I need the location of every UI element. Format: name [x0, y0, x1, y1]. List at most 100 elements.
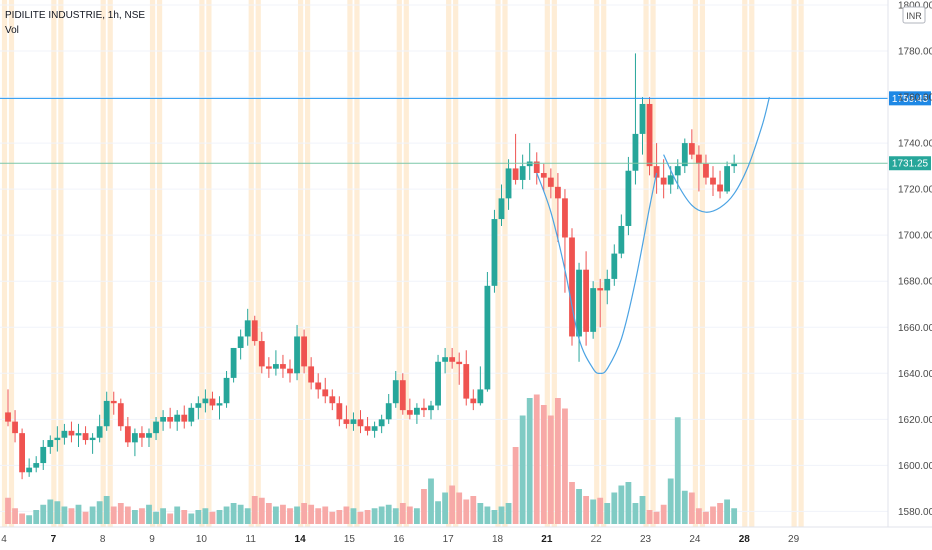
candle-body[interactable]: [519, 166, 526, 180]
candle-body[interactable]: [414, 407, 420, 415]
candle-body[interactable]: [632, 133, 639, 171]
candle-body[interactable]: [132, 433, 138, 443]
candle-body[interactable]: [322, 389, 329, 397]
candle-body[interactable]: [350, 419, 357, 424]
candle-body[interactable]: [660, 177, 667, 185]
drawing-overlays[interactable]: 1759.45 1731.25: [0, 91, 931, 374]
candle-body[interactable]: [491, 219, 498, 286]
candle-body[interactable]: [139, 433, 145, 438]
candle-body[interactable]: [174, 414, 181, 422]
candle-body[interactable]: [336, 403, 343, 420]
candle-body[interactable]: [731, 163, 738, 167]
candle-body[interactable]: [710, 177, 716, 185]
candle-body[interactable]: [364, 426, 371, 431]
candle-body[interactable]: [167, 417, 174, 422]
candle-body[interactable]: [392, 380, 399, 404]
candle-body[interactable]: [160, 417, 166, 422]
candle-body[interactable]: [89, 437, 96, 441]
candle-body[interactable]: [688, 143, 695, 155]
candle-body[interactable]: [19, 433, 25, 473]
candle-body[interactable]: [103, 400, 110, 427]
candle-body[interactable]: [477, 389, 484, 404]
handle-curve[interactable]: [663, 96, 770, 213]
candle-body[interactable]: [110, 400, 117, 404]
candle-body[interactable]: [378, 419, 385, 427]
candle-body[interactable]: [209, 398, 216, 406]
candle-body[interactable]: [406, 410, 413, 415]
candle-body[interactable]: [251, 320, 258, 342]
candle-body[interactable]: [428, 405, 434, 411]
candle-body[interactable]: [117, 403, 124, 427]
candle-body[interactable]: [153, 421, 159, 434]
candle-body[interactable]: [547, 177, 554, 187]
candle-body[interactable]: [724, 166, 730, 192]
candle-body[interactable]: [329, 396, 336, 404]
candle-body[interactable]: [505, 168, 512, 199]
candle-body[interactable]: [540, 173, 547, 178]
candle-body[interactable]: [146, 433, 152, 438]
candle-body[interactable]: [576, 269, 582, 337]
candle-body[interactable]: [498, 198, 505, 220]
candle-body[interactable]: [484, 285, 491, 390]
candle-body[interactable]: [646, 103, 653, 167]
candle-body[interactable]: [470, 398, 477, 404]
candle-body[interactable]: [96, 426, 103, 438]
candle-body[interactable]: [61, 430, 68, 438]
candle-body[interactable]: [82, 433, 89, 441]
candle-body[interactable]: [526, 161, 533, 167]
symbol-title[interactable]: PIDILITE INDUSTRIE, 1h, NSE: [5, 10, 145, 21]
candle-body[interactable]: [258, 341, 265, 367]
candle-body[interactable]: [343, 419, 350, 424]
candle-body[interactable]: [512, 168, 519, 180]
volume-legend-label[interactable]: Vol: [5, 25, 19, 36]
candle-body[interactable]: [26, 467, 33, 473]
candle-body[interactable]: [399, 380, 406, 411]
candle-body[interactable]: [237, 336, 244, 348]
candle-body[interactable]: [371, 426, 378, 431]
time-axis[interactable]: 4 7 8 9 10 11 14 15 16 17 18 21 22 23 24 28 29: [0, 526, 932, 545]
candle-body[interactable]: [301, 336, 307, 367]
candle-body[interactable]: [195, 403, 202, 408]
candle-body[interactable]: [68, 430, 75, 436]
candle-body[interactable]: [583, 269, 589, 332]
candle-body[interactable]: [611, 253, 618, 279]
candle-body[interactable]: [562, 198, 568, 238]
candle-body[interactable]: [308, 366, 315, 383]
candle-body[interactable]: [674, 166, 681, 176]
candle-body[interactable]: [47, 440, 54, 447]
candle-body[interactable]: [681, 143, 688, 167]
candle-body[interactable]: [456, 361, 463, 365]
candle-body[interactable]: [667, 175, 674, 185]
candle-body[interactable]: [223, 377, 230, 404]
candle-body[interactable]: [230, 347, 237, 378]
candle-body[interactable]: [385, 403, 392, 420]
candle-body[interactable]: [40, 446, 47, 464]
candle-body[interactable]: [555, 186, 561, 199]
candle-body[interactable]: [216, 403, 223, 406]
candle-body[interactable]: [273, 364, 279, 369]
cup-curve[interactable]: [536, 172, 658, 374]
currency-button[interactable]: [902, 6, 926, 24]
candle-body[interactable]: [653, 166, 660, 178]
candle-body[interactable]: [703, 163, 709, 178]
candle-body[interactable]: [463, 364, 470, 399]
candle-body[interactable]: [696, 154, 702, 164]
candle-body[interactable]: [435, 361, 441, 406]
price-axis[interactable]: 1800.00 1780.00 1760.00 1740.00 1720.00 1700.…: [887, 0, 932, 527]
candle-body[interactable]: [442, 357, 448, 362]
candle-body[interactable]: [639, 103, 646, 134]
candle-body[interactable]: [202, 398, 209, 404]
candle-body[interactable]: [421, 407, 427, 411]
candle-body[interactable]: [244, 320, 251, 337]
candle-body[interactable]: [590, 288, 597, 332]
candle-body[interactable]: [604, 278, 611, 291]
candle-body[interactable]: [287, 368, 293, 374]
candle-body[interactable]: [625, 170, 632, 226]
candle-body[interactable]: [33, 463, 40, 468]
candle-body[interactable]: [280, 364, 286, 369]
candle-body[interactable]: [533, 161, 540, 174]
candle-body[interactable]: [75, 433, 82, 436]
candle-body[interactable]: [357, 419, 364, 427]
candle-body[interactable]: [569, 237, 575, 337]
